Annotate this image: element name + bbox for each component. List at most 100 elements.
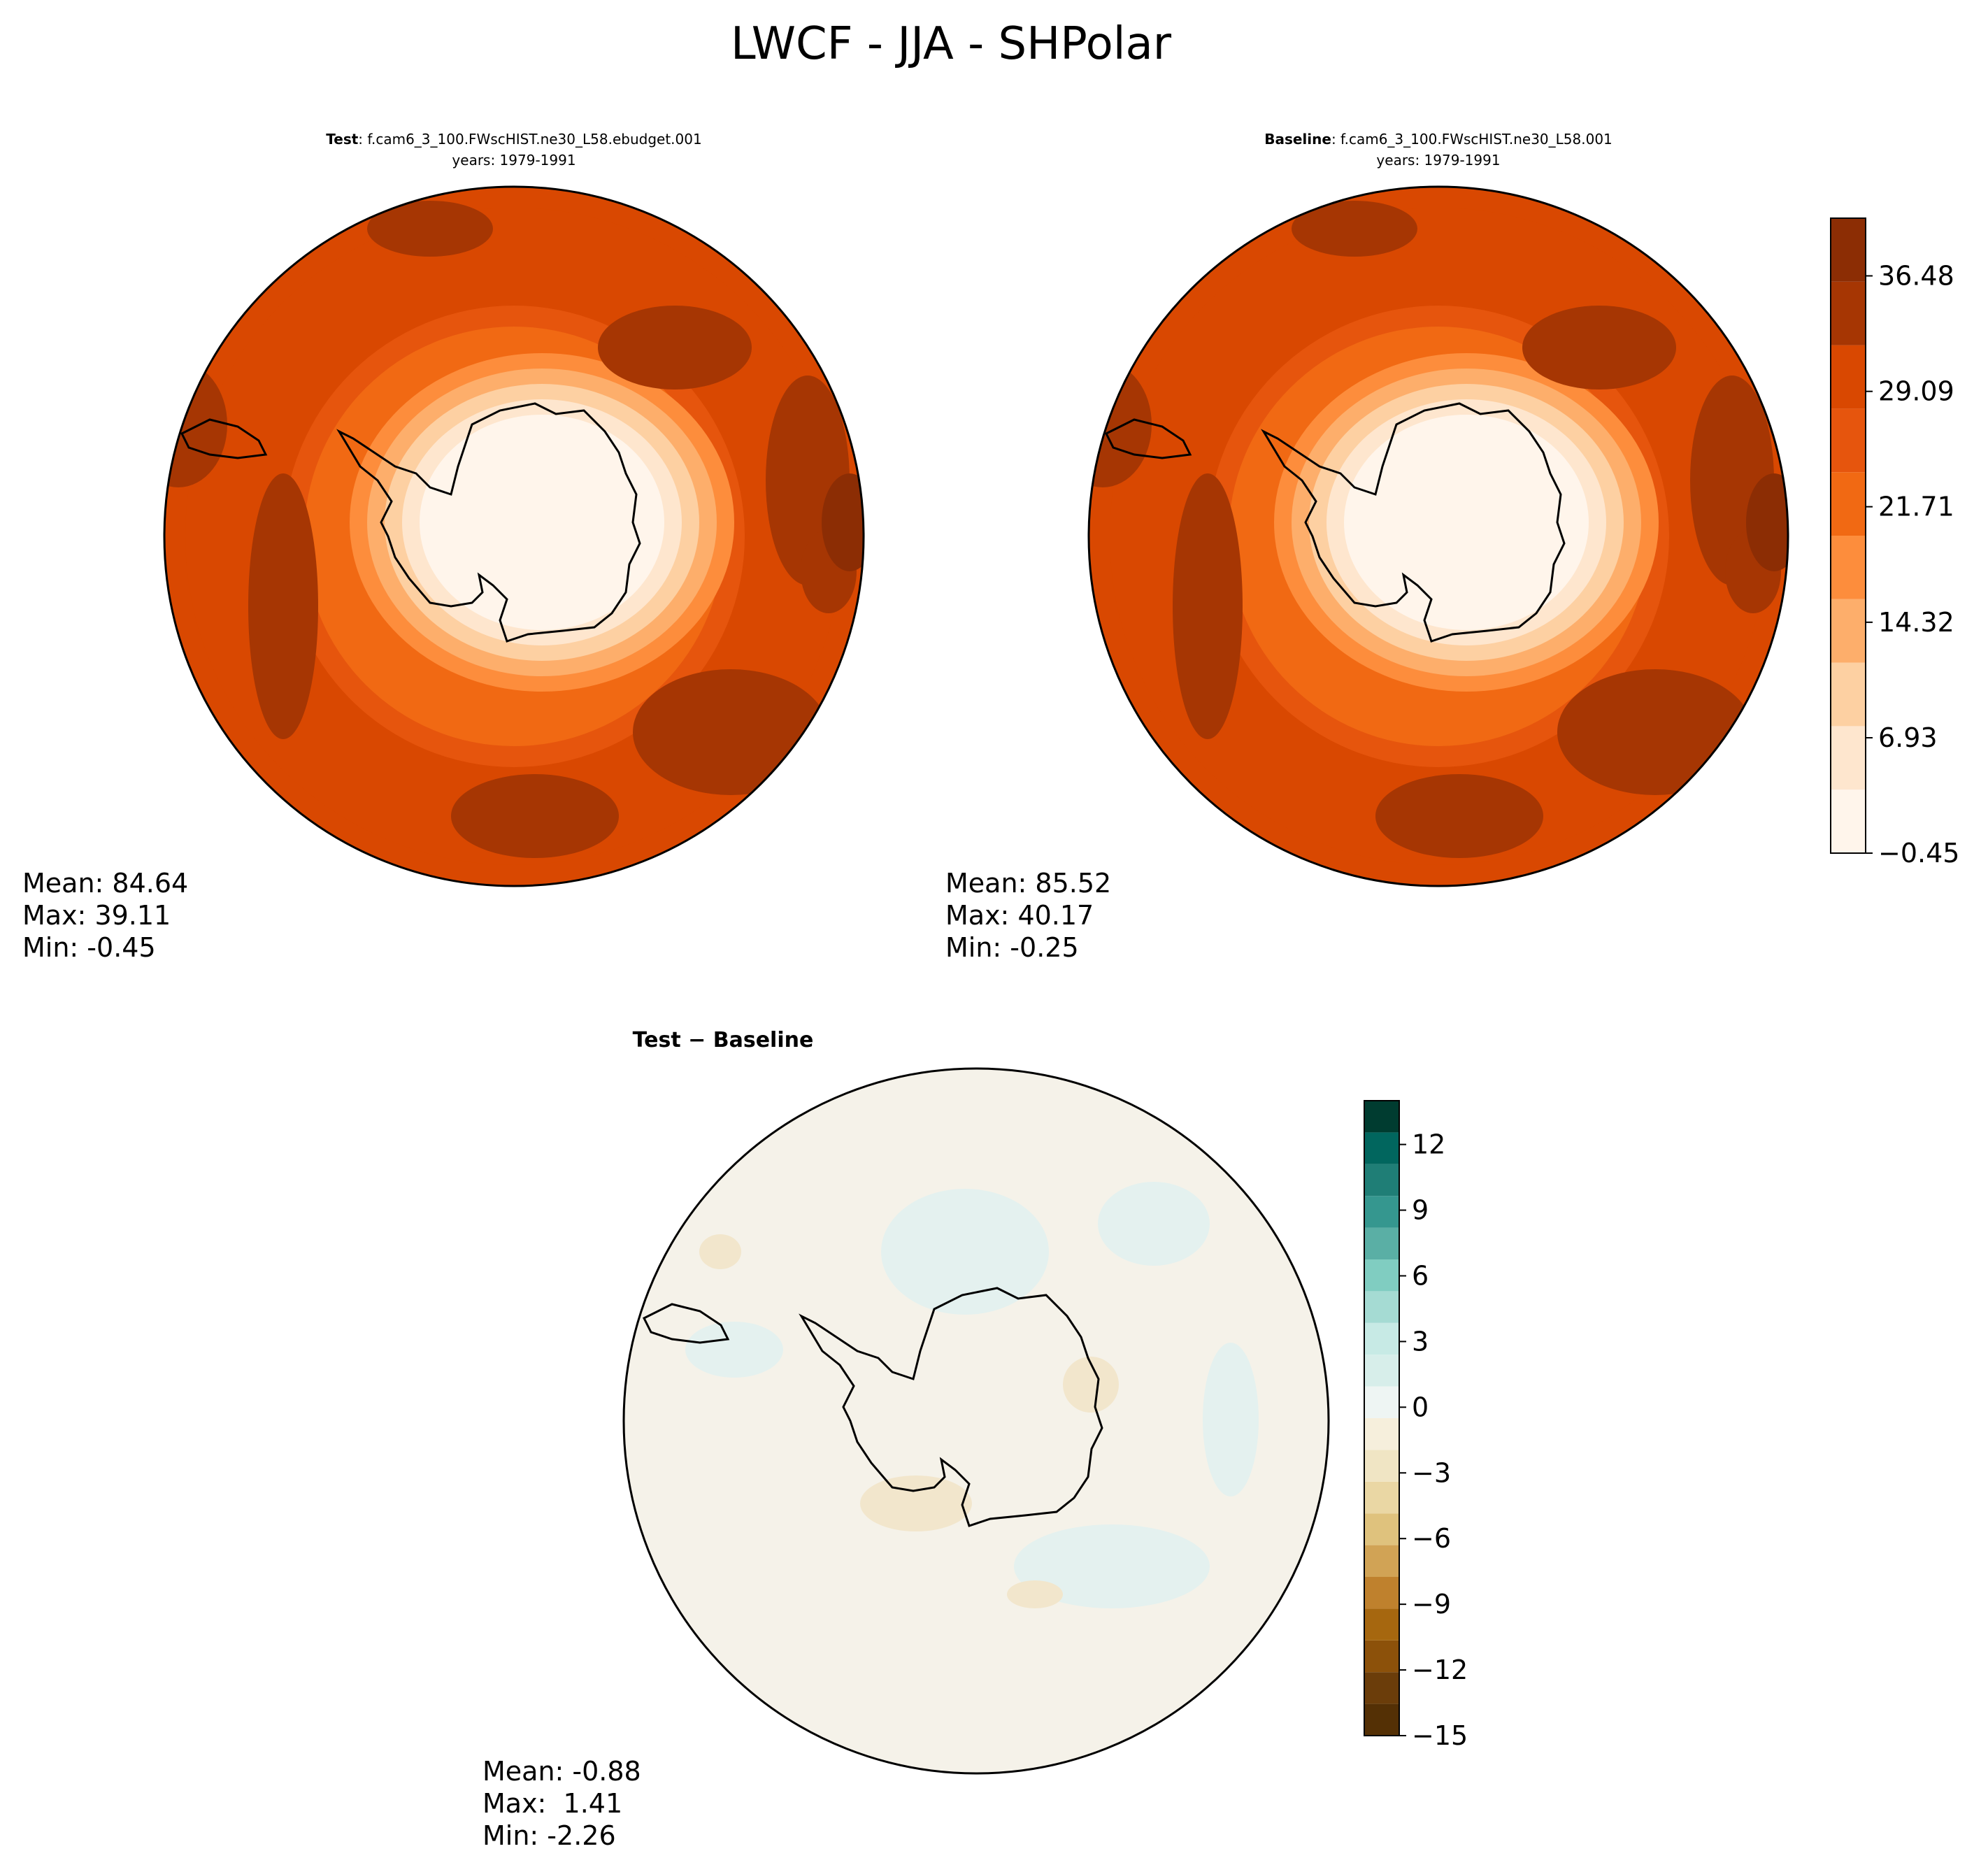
panel-test-field-high-value-region (367, 201, 493, 257)
colorbar-diverging-tick-label: 3 (1412, 1326, 1429, 1357)
panel-test-field (164, 187, 864, 886)
panel-test-mean: Mean: 84.64 (22, 868, 188, 899)
panel-diff-map-boundary (622, 1067, 1330, 1775)
colorbar-diverging-tick-label: 9 (1412, 1195, 1429, 1226)
colorbar-sequential-segment (1831, 662, 1866, 727)
colorbar-diverging-segment (1364, 1545, 1399, 1577)
colorbar-diverging-segment (1364, 1164, 1399, 1196)
panel-test-field-high-value-region (633, 669, 829, 795)
diff-positive-region (1014, 1524, 1210, 1608)
colorbar-sequential: −0.45 6.93 14.32 21.71 29.09 36.48 (1830, 217, 1959, 869)
panel-baseline-mean: Mean: 85.52 (945, 868, 1111, 899)
colorbar-sequential-tick-label: 36.48 (1878, 260, 1954, 291)
panel-baseline-field-high-value-region (1089, 362, 1152, 487)
panel-diff-field (624, 1069, 1329, 1773)
colorbar-diverging-tick-label: 6 (1412, 1260, 1429, 1291)
panel-test-min: Min: -0.45 (22, 932, 156, 963)
panel-baseline-title-bold: Baseline (1264, 131, 1331, 148)
panel-diff-mean: Mean: -0.88 (482, 1756, 641, 1787)
colorbar-sequential-tick-label: 6.93 (1878, 722, 1938, 753)
colorbar-sequential-segment (1831, 408, 1866, 473)
colorbar-sequential-segment (1831, 789, 1866, 853)
colorbar-diverging-segment (1364, 1450, 1399, 1482)
panel-baseline-title-rest: : f.cam6_3_100.FWscHIST.ne30_L58.001 (1331, 131, 1612, 148)
colorbar-diverging-segment (1364, 1291, 1399, 1323)
colorbar-diverging-tick-label: 12 (1412, 1129, 1445, 1160)
colorbar-sequential-segment (1831, 536, 1866, 599)
diff-negative-region (860, 1475, 972, 1531)
panel-test-field-high-value-region (248, 473, 318, 739)
panel-diff-title: Test − Baseline (633, 1028, 814, 1052)
panel-diff-min: Min: -2.26 (482, 1820, 616, 1851)
panel-baseline-max: Max: 40.17 (945, 900, 1094, 931)
colorbar-diverging-segment (1364, 1322, 1399, 1355)
colorbar-diverging-tick-label: −3 (1412, 1457, 1451, 1488)
colorbar-diverging-segment (1364, 1227, 1399, 1259)
colorbar-sequential-tick-label: 14.32 (1878, 607, 1954, 638)
colorbar-diverging-segment (1364, 1703, 1399, 1736)
panel-baseline-field-high-value-region (1292, 201, 1417, 257)
panel-baseline-subtitle: years: 1979-1991 (1376, 152, 1500, 169)
colorbar-diverging-segment (1364, 1608, 1399, 1641)
colorbar-diverging-segment (1364, 1259, 1399, 1292)
panel-baseline: Baseline: f.cam6_3_100.FWscHIST.ne30_L58… (945, 131, 1959, 963)
colorbar-diverging-segment (1364, 1196, 1399, 1228)
figure-title: LWCF - JJA - SHPolar (731, 18, 1172, 70)
panel-baseline-field-high-value-region (1557, 669, 1753, 795)
colorbar-diverging-tick-label: −12 (1412, 1655, 1468, 1685)
panel-test-max: Max: 39.11 (22, 900, 171, 931)
diff-positive-region (1098, 1182, 1210, 1266)
diff-positive-region (881, 1189, 1049, 1315)
colorbar-diverging-tick-label: −15 (1412, 1720, 1468, 1751)
colorbar-sequential-tick-label: −0.45 (1878, 838, 1959, 869)
colorbar-sequential-segment (1831, 726, 1866, 790)
panel-baseline-field (1089, 187, 1788, 886)
panel-test-field-high-value-region (598, 306, 752, 390)
panel-test-subtitle: years: 1979-1991 (452, 152, 575, 169)
diff-negative-region (1063, 1357, 1119, 1413)
diff-positive-region (685, 1322, 783, 1378)
diff-negative-region (699, 1234, 741, 1269)
panel-test-map-boundary (163, 185, 865, 887)
panel-test-map (164, 187, 864, 886)
panel-test-title-rest: : f.cam6_3_100.FWscHIST.ne30_L58.ebudget… (358, 131, 701, 148)
colorbar-diverging-segment (1364, 1418, 1399, 1450)
panel-test-field-high-value-region (164, 362, 227, 487)
panel-diff-max: Max: 1.41 (482, 1788, 622, 1819)
colorbar-diverging-segment (1364, 1513, 1399, 1545)
panel-baseline-south-america-coast (1104, 418, 1192, 459)
diff-negative-region (1007, 1580, 1063, 1608)
colorbar-diverging-segment (1364, 1672, 1399, 1704)
colorbar-diverging-tick-label: 0 (1412, 1392, 1429, 1422)
colorbar-diverging-segment (1364, 1386, 1399, 1418)
panel-test-title: Test: f.cam6_3_100.FWscHIST.ne30_L58.ebu… (326, 131, 701, 148)
colorbar-diverging-segment (1364, 1132, 1399, 1164)
colorbar-diverging-tick-label: −6 (1412, 1523, 1451, 1554)
colorbar-diverging-segment (1364, 1577, 1399, 1609)
colorbar-sequential-segment (1831, 345, 1866, 409)
colorbar-sequential-frame (1830, 217, 1866, 854)
colorbar-diverging-segment (1364, 1101, 1399, 1133)
panel-baseline-field-high-value-region (1522, 306, 1676, 390)
panel-test-field-band (420, 415, 664, 630)
colorbar-sequential-tick-label: 21.71 (1878, 492, 1954, 522)
colorbar-sequential-segment (1831, 218, 1866, 282)
panel-test: Test: f.cam6_3_100.FWscHIST.ne30_L58.ebu… (22, 131, 865, 963)
panel-diff: Test − Baseline Mean: -0.88 Max: 1.41 Mi… (482, 1028, 1468, 1851)
colorbar-diverging-segment (1364, 1640, 1399, 1673)
panel-baseline-field-high-value-region (1173, 473, 1243, 739)
panel-baseline-map (1089, 187, 1788, 886)
panel-test-title-bold: Test (326, 131, 358, 148)
colorbar-diverging-frame (1364, 1100, 1400, 1736)
colorbar-sequential-segment (1831, 472, 1866, 536)
panel-baseline-map-boundary (1087, 185, 1789, 887)
colorbar-diverging-segment (1364, 1355, 1399, 1387)
panel-baseline-field-high-value-region (1375, 774, 1543, 858)
panel-test-south-america-coast (180, 418, 268, 459)
panel-diff-south-america-coast (642, 1303, 730, 1344)
panel-baseline-min: Min: -0.25 (945, 932, 1079, 963)
panel-baseline-field-band (1344, 415, 1589, 630)
diff-positive-region (1203, 1343, 1259, 1496)
panel-baseline-field-max-value-region (1746, 473, 1788, 571)
